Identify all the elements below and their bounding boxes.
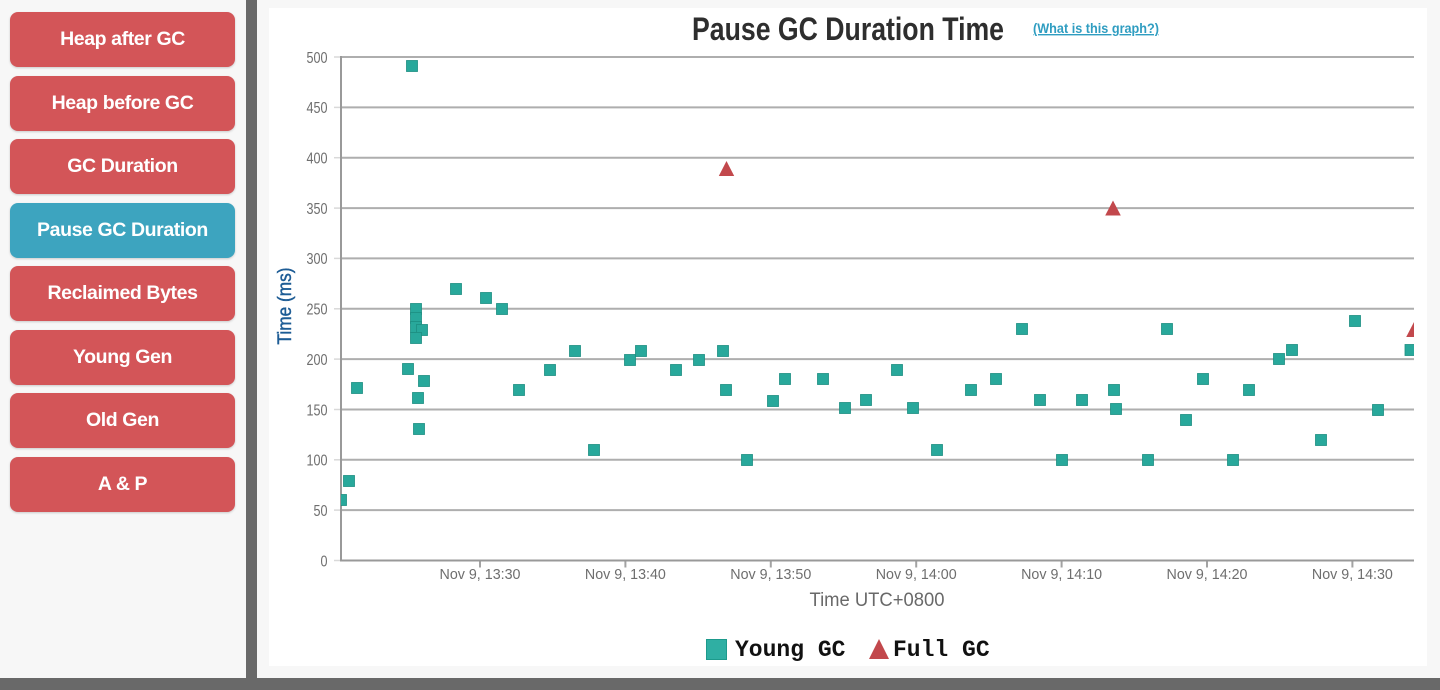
svg-text:Nov 9, 13:50: Nov 9, 13:50 — [730, 567, 811, 583]
svg-text:350: 350 — [307, 201, 328, 218]
svg-text:Pause GC Duration Time: Pause GC Duration Time — [692, 11, 1004, 47]
svg-text:Time (ms): Time (ms) — [275, 268, 296, 345]
svg-text:Time UTC+0800: Time UTC+0800 — [810, 590, 945, 611]
svg-text:Nov 9, 13:40: Nov 9, 13:40 — [585, 567, 666, 583]
svg-text:100: 100 — [307, 453, 328, 470]
svg-text:Full GC: Full GC — [893, 637, 990, 663]
svg-text:300: 300 — [307, 251, 328, 268]
svg-text:250: 250 — [307, 302, 328, 319]
svg-text:400: 400 — [307, 151, 328, 168]
svg-text:Nov 9, 14:30: Nov 9, 14:30 — [1312, 567, 1393, 583]
svg-text:Nov 9, 14:00: Nov 9, 14:00 — [876, 567, 957, 583]
svg-text:500: 500 — [307, 50, 328, 67]
svg-text:50: 50 — [314, 503, 328, 520]
svg-text:450: 450 — [307, 100, 328, 117]
svg-text:Nov 9, 13:30: Nov 9, 13:30 — [440, 567, 521, 583]
svg-text:200: 200 — [307, 352, 328, 369]
svg-text:Nov 9, 14:10: Nov 9, 14:10 — [1021, 567, 1102, 583]
svg-text:(What is this graph?): (What is this graph?) — [1033, 20, 1159, 36]
svg-text:0: 0 — [321, 553, 328, 570]
svg-text:Young GC: Young GC — [735, 637, 846, 663]
svg-text:Nov 9, 14:20: Nov 9, 14:20 — [1167, 567, 1248, 583]
svg-text:150: 150 — [307, 402, 328, 419]
